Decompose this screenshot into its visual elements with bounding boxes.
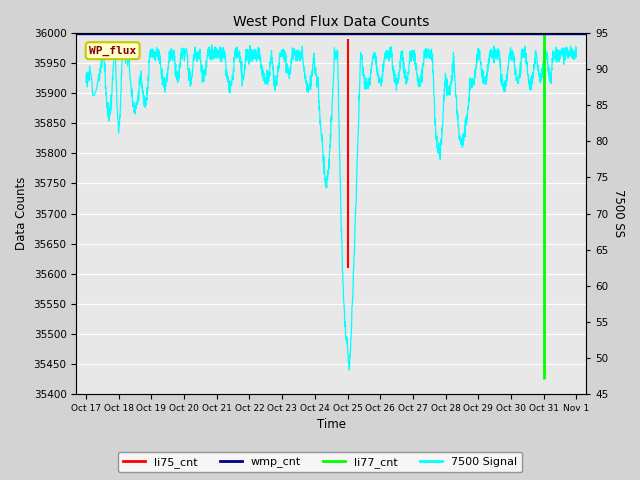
Text: WP_flux: WP_flux [89,46,136,56]
Legend: li75_cnt, wmp_cnt, li77_cnt, 7500 Signal: li75_cnt, wmp_cnt, li77_cnt, 7500 Signal [118,452,522,472]
Y-axis label: 7500 SS: 7500 SS [612,190,625,238]
Title: West Pond Flux Data Counts: West Pond Flux Data Counts [233,15,429,29]
X-axis label: Time: Time [317,419,346,432]
Y-axis label: Data Counts: Data Counts [15,177,28,250]
